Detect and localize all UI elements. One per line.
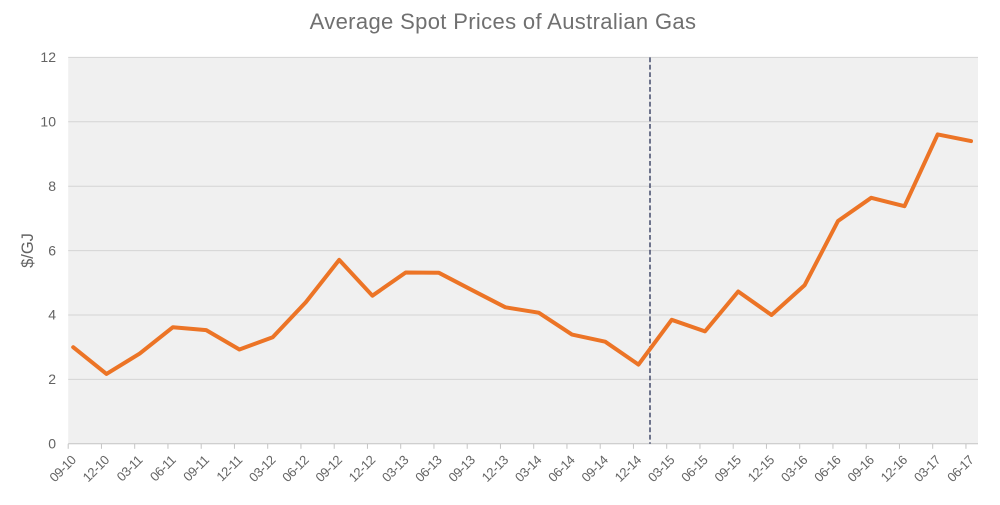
svg-text:2: 2 — [48, 371, 56, 387]
svg-text:0: 0 — [48, 436, 56, 452]
svg-text:4: 4 — [48, 307, 56, 323]
svg-text:6: 6 — [48, 242, 56, 258]
svg-text:Average Spot Prices of Austral: Average Spot Prices of Australian Gas — [310, 9, 697, 34]
svg-text:8: 8 — [48, 178, 56, 194]
svg-text:12: 12 — [40, 49, 56, 65]
svg-text:$/GJ: $/GJ — [19, 233, 37, 268]
svg-text:10: 10 — [40, 114, 56, 130]
